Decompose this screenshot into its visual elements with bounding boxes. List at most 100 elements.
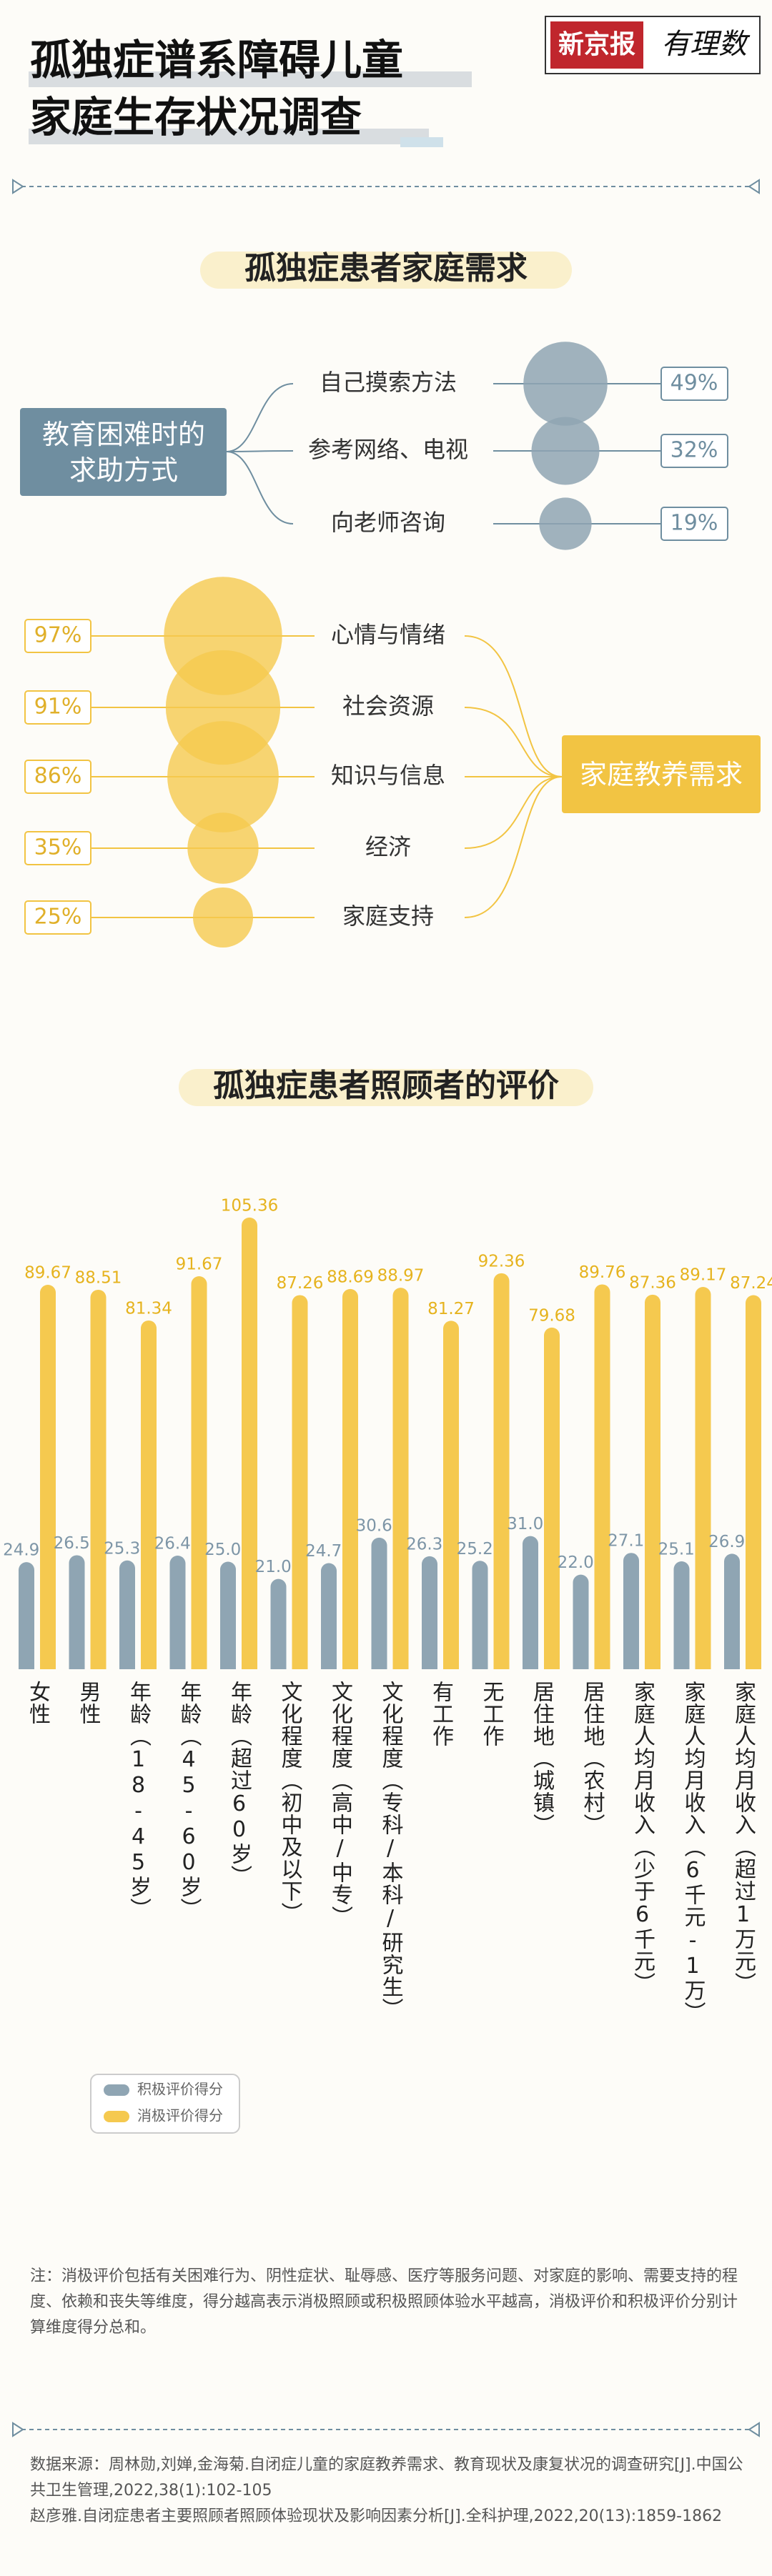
divider-arrow [12,2422,24,2437]
bar [69,1555,85,1669]
value-label: 81.34 [125,1299,172,1318]
divider-arrow [748,2422,760,2437]
connector [226,383,294,452]
value-label: 92.36 [478,1252,525,1270]
category-label: 知识与信息 [331,762,445,789]
divider-arrow [12,179,24,194]
x-tick-label: 年龄（18-45岁） [126,1681,151,1920]
label-box [562,735,761,813]
x-tick-label: 居住地（城镇） [529,1681,554,1836]
bar [573,1574,589,1669]
x-tick-label: 文化程度（高中/中专） [327,1681,352,1928]
legend-label: 消极评价得分 [137,2107,223,2124]
category-label: 参考网络、电视 [308,436,468,463]
bar [90,1289,107,1669]
value-label: 91% [34,695,82,720]
x-tick-label: 家庭人均月收入（少于6千元） [630,1681,655,1994]
value-label: 19% [670,511,718,536]
value-box [24,900,91,935]
bubble [187,812,259,884]
legend-swatch [104,2111,129,2122]
bar [695,1286,711,1669]
bar [645,1294,660,1669]
category-label: 自己摸索方法 [320,369,457,396]
bar [443,1321,459,1669]
value-label: 91.67 [176,1255,223,1273]
value-label: 81.27 [427,1300,475,1318]
title-highlight [29,129,429,144]
value-label: 88.97 [377,1267,425,1285]
bar [371,1537,387,1669]
bar [141,1320,157,1669]
value-label: 86% [34,764,82,789]
value-box [24,831,91,865]
value-label: 88.69 [327,1268,374,1286]
value-label: 79.68 [528,1306,575,1325]
category-label: 向老师咨询 [331,509,445,536]
value-label: 89.76 [579,1263,626,1282]
bar [472,1561,488,1669]
bar [422,1556,437,1669]
bubble [531,417,600,485]
label-box [20,408,227,496]
value-box [24,619,91,653]
note: 注：消极评价包括有关困难行为、阴性症状、耻辱感、医疗等服务问题、对家庭的影响、需… [30,2267,738,2337]
source: 数据来源：周林勋,刘婵,金海菊.自闭症儿童的家庭教养需求、教育现状及康复状况的调… [30,2456,743,2500]
value-label: 32% [670,438,718,463]
connector [464,776,563,849]
bubble [523,342,608,426]
logo-sub: 有理数 [661,28,751,61]
value-box [24,690,91,725]
connector [464,776,563,918]
value-box [660,434,728,468]
title-highlight [29,71,472,87]
value-label: 25% [34,905,82,930]
bar [746,1295,761,1669]
bubble [193,887,253,948]
title-highlight [400,137,443,147]
logo: 新京报 [558,29,635,59]
connector [464,635,563,777]
divider-arrow [748,179,760,194]
bar [724,1553,740,1669]
title: 家庭生存状况调查 [30,93,362,141]
connector [226,451,294,524]
x-tick-label: 居住地（农村） [579,1681,605,1836]
bar [169,1556,186,1669]
x-tick-label: 文化程度（专科/本科/研究生） [377,1681,403,2020]
x-tick-label: 年龄（超过60岁） [227,1681,252,1887]
logo-badge [550,21,643,69]
value-box [24,760,91,794]
bar [242,1217,257,1669]
bar [220,1561,236,1669]
source: 赵彦雅.自闭症患者主要照顾者照顾体验现状及影响因素分析[J].全科护理,2022… [30,2507,723,2525]
x-tick-label: 文化程度（初中及以下） [277,1681,302,1924]
bar [40,1284,56,1669]
category-label: 心情与情绪 [331,621,445,648]
value-label: 97% [34,623,82,648]
x-tick-label: 年龄（45-60岁） [176,1681,202,1920]
legend-label: 积极评价得分 [137,2081,223,2098]
bar [673,1561,690,1669]
bar [523,1536,538,1669]
category-label: 社会资源 [342,692,434,720]
x-tick-label: 女性 [25,1681,50,1725]
box-label: 家庭教养需求 [579,758,743,790]
x-tick-label: 有工作 [428,1681,453,1747]
bar [119,1560,135,1669]
value-label: 87.26 [277,1274,324,1293]
x-tick-label: 无工作 [478,1681,504,1747]
bar [544,1327,560,1669]
box-label: 教育困难时的求助方式 [41,418,205,486]
bar [392,1288,409,1669]
value-label: 35% [34,835,82,860]
value-box [660,367,728,401]
section-title-bg [179,1069,593,1106]
bar [342,1288,358,1669]
value-box [660,507,728,541]
value-label: 87.36 [629,1273,676,1292]
section-title-bg [200,252,572,289]
value-label: 88.51 [75,1268,122,1287]
